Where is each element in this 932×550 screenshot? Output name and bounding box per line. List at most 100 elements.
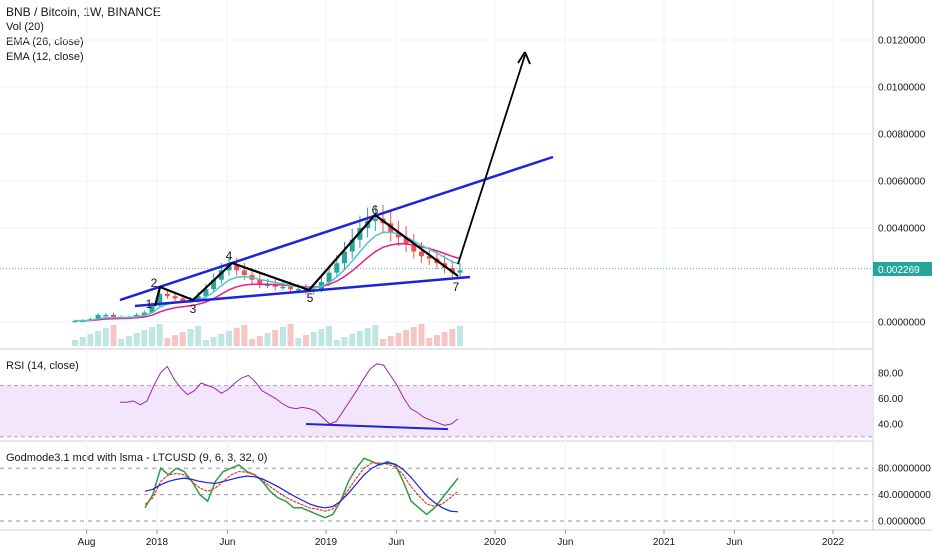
candle-body xyxy=(157,293,163,306)
projection-arrowhead xyxy=(517,51,531,65)
godmode-green-series xyxy=(144,457,459,519)
rsi-tick-label: 80.00 xyxy=(878,368,903,379)
volume-bar xyxy=(172,335,179,346)
indicator-ema12[interactable]: EMA (12, close) xyxy=(6,51,84,63)
x-tick-label: Jun xyxy=(219,537,235,548)
x-tick-label: Aug xyxy=(78,537,96,548)
x-tick-label: 2020 xyxy=(484,537,507,548)
candle-body xyxy=(72,320,78,323)
lower-trendline[interactable] xyxy=(134,275,471,308)
candle-body xyxy=(164,293,170,297)
candle-body xyxy=(211,279,217,290)
volume-bar xyxy=(264,333,271,346)
volume-bar xyxy=(249,339,256,346)
candle-body xyxy=(411,244,417,252)
volume-bar xyxy=(226,331,232,346)
candle-body xyxy=(265,284,270,286)
volume-bar xyxy=(457,326,463,346)
volume-bar xyxy=(326,326,333,346)
candle-body xyxy=(449,267,455,273)
candle-body xyxy=(349,239,355,252)
volume-bar xyxy=(349,334,356,346)
y-tick-label: 0.0000000 xyxy=(878,318,926,329)
volume-bar xyxy=(449,329,456,346)
volume-bar xyxy=(333,340,340,346)
volume-bar xyxy=(318,329,325,346)
volume-bar xyxy=(441,332,448,346)
projection-arrow-line[interactable] xyxy=(457,54,526,265)
volume-bar xyxy=(195,326,202,346)
indicator-ema26[interactable]: EMA (26, close) xyxy=(6,36,84,48)
y-tick-label: 0.0080000 xyxy=(878,130,926,141)
volume-bar xyxy=(410,327,417,346)
rsi-tick-label: 40.00 xyxy=(878,420,903,431)
candle-body xyxy=(426,256,432,259)
candle-body xyxy=(403,237,409,245)
volume-bar xyxy=(418,324,425,346)
volume-bars xyxy=(72,324,463,346)
volume-bar xyxy=(72,340,78,346)
volume-bar xyxy=(310,332,317,346)
candle-body xyxy=(457,270,463,273)
y-tick-label: 0.0100000 xyxy=(878,83,926,94)
wave-label-2: 2 xyxy=(151,276,158,290)
candle-body xyxy=(141,312,147,315)
candle-body xyxy=(195,296,201,301)
rsi-line xyxy=(120,363,459,431)
volume-bar xyxy=(380,339,386,346)
volume-bar xyxy=(403,330,410,346)
volume-bar xyxy=(149,327,155,346)
price-badge[interactable]: 0.002269 xyxy=(873,262,932,276)
ema26-line xyxy=(75,243,461,322)
volume-bar xyxy=(341,337,348,346)
candle-body xyxy=(95,314,101,320)
volume-bar xyxy=(95,331,102,346)
volume-bar xyxy=(372,325,379,346)
volume-bar xyxy=(218,334,225,346)
volume-bar xyxy=(241,325,248,346)
symbol-title[interactable]: BNB / Bitcoin, 1W, BINANCE xyxy=(6,5,161,19)
volume-bar xyxy=(295,338,302,346)
candle-body xyxy=(218,270,224,280)
candle-body xyxy=(326,272,332,283)
candle-body xyxy=(111,314,116,318)
volume-bar xyxy=(141,330,148,346)
upper-trendline[interactable] xyxy=(119,155,554,302)
time-axis: Aug 2018 Jun 2019 Jun 2020 Jun 2021 Jun 2022 xyxy=(78,530,845,548)
indicator-vol[interactable]: Vol (20) xyxy=(6,21,44,33)
wave-label-3: 3 xyxy=(190,302,197,316)
candle-body xyxy=(203,289,209,297)
x-tick-label: Jun xyxy=(726,537,742,548)
god-tick-label: 80.0000000 xyxy=(878,464,931,475)
volume-bar xyxy=(364,328,371,346)
rsi-pane-label[interactable]: RSI (14, close) xyxy=(6,360,79,372)
volume-bar xyxy=(433,335,440,346)
candle-body xyxy=(295,289,301,291)
wave-path[interactable] xyxy=(153,213,459,307)
god-tick-label: 0.0000000 xyxy=(878,517,926,528)
wave-label-5: 5 xyxy=(307,291,314,305)
drawings: 1 2 3 4 5 6 7 xyxy=(0,51,873,316)
y-tick-label: 0.0040000 xyxy=(878,224,926,235)
candle-body xyxy=(172,296,178,299)
y-tick-label: 0.0060000 xyxy=(878,177,926,188)
price-badge-box xyxy=(873,262,932,276)
candle-body xyxy=(395,232,401,238)
volume-bar xyxy=(233,328,240,346)
godmode-pane-label[interactable]: Godmode3.1 mod with lsma - LTCUSD (9, 6,… xyxy=(6,452,268,464)
volume-bar xyxy=(118,339,125,346)
godmode-blue-series xyxy=(144,462,459,513)
volume-bar xyxy=(125,336,132,346)
candle-body xyxy=(342,251,347,264)
volume-bar xyxy=(87,334,94,346)
volume-bar xyxy=(387,336,394,346)
god-tick-label: 40.0000000 xyxy=(878,490,931,501)
volume-bar xyxy=(395,333,402,346)
rsi-divergence-line[interactable] xyxy=(305,423,449,431)
y-tick-label: 0.0120000 xyxy=(878,36,926,47)
volume-bar xyxy=(110,325,117,346)
candle-body xyxy=(149,305,155,313)
candle-body xyxy=(357,228,363,240)
volume-bar xyxy=(356,331,363,346)
